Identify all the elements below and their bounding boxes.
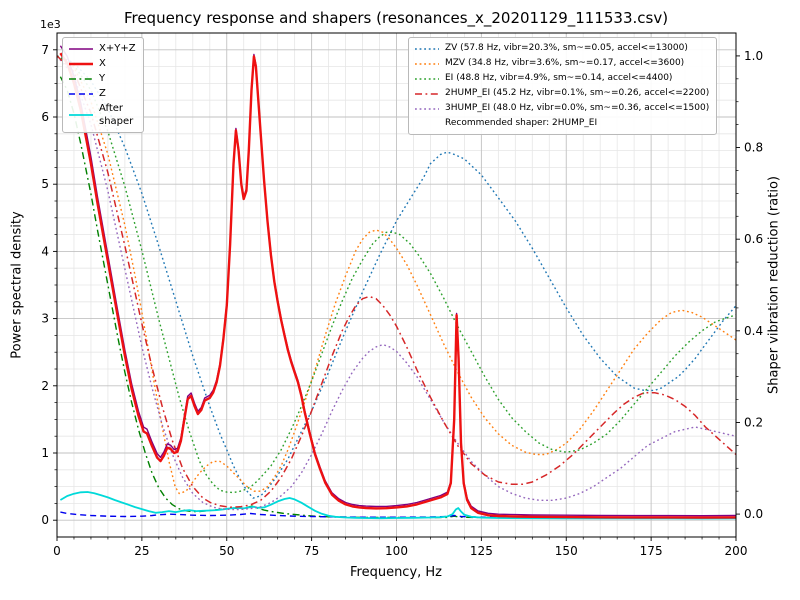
axis-offset-text: 1e3 xyxy=(40,18,61,31)
legend-shapers: ZV (57.8 Hz, vibr=20.3%, sm~=0.05, accel… xyxy=(408,37,718,136)
legend-item: 2HUMP_EI (45.2 Hz, vibr=0.1%, sm~=0.26, … xyxy=(414,87,709,100)
legend-line-sample-icon xyxy=(415,108,439,110)
legend-line-sample-icon xyxy=(415,62,439,65)
svg-text:0: 0 xyxy=(53,544,61,558)
legend-label: Z xyxy=(99,88,106,99)
legend-line-sample-icon xyxy=(69,62,93,65)
legend-label: 2HUMP_EI (45.2 Hz, vibr=0.1%, sm~=0.26, … xyxy=(445,88,710,99)
legend-label: X+Y+Z xyxy=(99,43,136,54)
legend-line-sample-icon xyxy=(69,92,93,95)
series-after-shaper xyxy=(59,491,736,520)
svg-text:0.4: 0.4 xyxy=(744,324,763,338)
legend-item: After shaper xyxy=(68,102,136,128)
svg-text:4: 4 xyxy=(41,244,49,258)
svg-text:5: 5 xyxy=(41,177,49,191)
legend-label: EI (48.8 Hz, vibr=4.9%, sm~=0.14, accel<… xyxy=(445,73,673,84)
svg-text:7: 7 xyxy=(41,43,49,57)
legend-item: Y xyxy=(68,72,136,85)
legend-line-sample-icon xyxy=(69,47,93,50)
svg-text:2: 2 xyxy=(41,379,49,393)
legend-line-sample-icon xyxy=(69,77,93,80)
legend-label: X xyxy=(99,58,106,69)
legend-item: MZV (34.8 Hz, vibr=3.6%, sm~=0.17, accel… xyxy=(414,57,709,70)
legend-item: X xyxy=(68,57,136,70)
svg-text:100: 100 xyxy=(385,544,408,558)
legend-label: Y xyxy=(99,73,106,84)
series-2hump-ei xyxy=(57,55,736,508)
legend-line-sample-icon xyxy=(415,77,439,80)
svg-text:1: 1 xyxy=(41,446,49,460)
svg-text:0.6: 0.6 xyxy=(744,232,763,246)
legend-label: ZV (57.8 Hz, vibr=20.3%, sm~=0.05, accel… xyxy=(445,43,688,53)
svg-text:175: 175 xyxy=(640,544,663,558)
svg-text:0.0: 0.0 xyxy=(744,507,763,521)
svg-text:125: 125 xyxy=(470,544,493,558)
svg-text:0.8: 0.8 xyxy=(744,141,763,155)
series-mzv xyxy=(57,55,736,495)
y-axis-label-left: Power spectral density xyxy=(9,211,25,359)
legend-label: 3HUMP_EI (48.0 Hz, vibr=0.0%, sm~=0.36, … xyxy=(445,103,710,114)
series-z xyxy=(60,511,736,519)
y-axis-label-right: Shaper vibration reduction (ratio) xyxy=(766,176,782,394)
chart-title: Frequency response and shapers (resonanc… xyxy=(123,9,669,27)
legend-item: X+Y+Z xyxy=(68,42,136,55)
series-x xyxy=(59,52,736,519)
svg-text:3: 3 xyxy=(41,312,49,326)
svg-text:0.2: 0.2 xyxy=(744,415,763,429)
legend-label: After shaper xyxy=(99,103,134,127)
legend-label: MZV (34.8 Hz, vibr=3.6%, sm~=0.17, accel… xyxy=(445,58,685,69)
series-y xyxy=(59,76,736,519)
svg-text:150: 150 xyxy=(555,544,578,558)
svg-text:25: 25 xyxy=(134,544,149,558)
svg-text:6: 6 xyxy=(41,110,49,124)
series-zv xyxy=(57,55,736,499)
svg-text:50: 50 xyxy=(219,544,234,558)
svg-text:200: 200 xyxy=(725,544,748,558)
legend-psd: X+Y+Z X Y Z After shaper xyxy=(62,37,144,133)
legend-item: EI (48.8 Hz, vibr=4.9%, sm~=0.14, accel<… xyxy=(414,72,709,85)
legend-item: 3HUMP_EI (48.0 Hz, vibr=0.0%, sm~=0.36, … xyxy=(414,102,709,115)
legend-line-sample-icon xyxy=(415,92,439,95)
svg-text:1.0: 1.0 xyxy=(744,49,763,63)
svg-text:75: 75 xyxy=(304,544,319,558)
legend-item: Z xyxy=(68,87,136,100)
svg-text:0: 0 xyxy=(41,513,49,527)
legend-line-sample-icon xyxy=(69,114,93,116)
series-ei xyxy=(57,55,736,494)
legend-line-sample-icon xyxy=(415,47,439,50)
x-axis-label: Frequency, Hz xyxy=(349,565,443,580)
legend-item: ZV (57.8 Hz, vibr=20.3%, sm~=0.05, accel… xyxy=(414,42,709,55)
legend-note: Recommended shaper: 2HUMP_EI xyxy=(445,118,598,129)
